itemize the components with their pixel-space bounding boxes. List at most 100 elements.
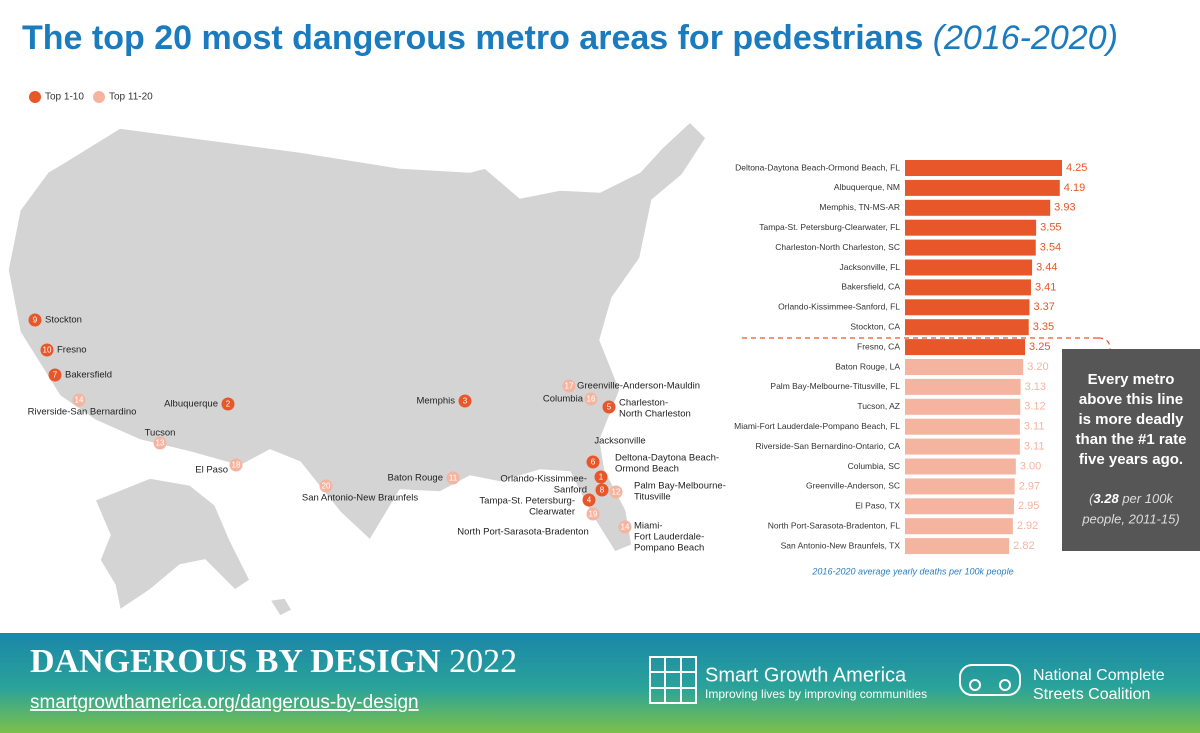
map-marker [602,400,616,414]
map-marker [618,520,632,534]
bar [905,418,1020,435]
bar [905,438,1020,455]
value-label: 4.19 [1064,182,1085,194]
map-marker-label: Ormond Beach [615,464,679,475]
map-marker-label: Sanford [554,485,587,496]
map-marker [319,479,333,493]
org1-name: Smart Growth America [705,664,907,686]
value-label: 3.20 [1027,361,1048,373]
map-marker-rank: 1 [599,473,604,482]
category-label: Orlando-Kissimmee-Sanford, FL [778,302,900,312]
map-marker [586,455,600,469]
category-label: Bakersfield, CA [841,282,900,292]
sga-icon [649,656,697,704]
map-marker-rank: 10 [43,346,52,355]
map-marker-rank: 14 [75,396,84,405]
category-label: San Antonio-New Braunfels, TX [781,540,901,550]
category-label: North Port-Sarasota-Bradenton, FL [768,520,901,530]
map-marker-label: Bakersfield [65,370,112,381]
map-marker-label: Clearwater [529,507,575,518]
map-marker-label: Albuquerque [164,399,218,410]
category-label: Stockton, CA [850,321,900,331]
map-marker-label: El Paso [195,465,228,476]
map-marker [595,483,609,497]
map-marker-label: Orlando-Kissimmee- [500,474,587,485]
map-marker [584,392,598,406]
map-marker-rank: 17 [565,382,574,391]
bar [905,160,1062,176]
sga-icon-grid [650,657,696,703]
brand-name: DANGEROUS BY DESIGN [30,643,441,680]
bar [905,319,1029,336]
map-marker [582,493,596,507]
map-marker-label: San Antonio-New Braunfels [302,493,418,504]
ncsc-icon [959,664,1021,696]
map-marker-rank: 20 [322,482,331,491]
value-label: 2.92 [1017,520,1038,532]
category-label: Charleston-North Charleston, SC [775,242,900,252]
callout-line: than the #1 rate [1076,431,1187,448]
value-label: 2.95 [1018,500,1039,512]
callout-line: Every metro [1088,371,1175,388]
map-marker-label: Baton Rouge [388,473,443,484]
category-label: Jacksonville, FL [840,262,901,272]
map-marker [609,485,623,499]
map-marker-rank: 13 [156,439,165,448]
footer-url[interactable]: smartgrowthamerica.org/dangerous-by-desi… [30,692,419,713]
bar [905,498,1014,515]
value-label: 2.97 [1019,480,1040,492]
category-label: Fresno, CA [857,341,900,351]
value-label: 3.55 [1040,222,1061,234]
map-marker-rank: 8 [600,486,605,495]
map-marker-label: Fort Lauderdale- [634,532,704,543]
category-label: Tampa-St. Petersburg-Clearwater, FL [759,222,900,232]
map-marker [48,368,62,382]
category-label: Miami-Fort Lauderdale-Pompano Beach, FL [734,421,900,431]
value-label: 2.82 [1013,540,1034,552]
bar [905,458,1016,475]
map-marker-label: Charleston- [619,398,668,409]
map-marker-label: Deltona-Daytona Beach- [615,453,719,464]
bar-chart [742,337,1200,551]
bar [905,538,1010,555]
map-marker-label: Greenville-Anderson-Mauldin [577,381,700,392]
title-years: (2016-2020) [933,19,1118,57]
map-marker-rank: 12 [612,488,621,497]
brand-year: 2022 [449,643,517,680]
map-marker-rank: 2 [226,400,231,409]
callout-line: above this line [1079,391,1183,408]
value-label: 3.37 [1033,301,1054,313]
value-label: 3.93 [1054,202,1075,214]
ncsc-wheel [969,679,981,691]
map-marker-label: Fresno [57,345,87,356]
ncsc-wheel [999,679,1011,691]
value-label: 4.25 [1066,162,1087,174]
value-label: 3.00 [1020,460,1041,472]
bar [905,259,1033,276]
bar [905,239,1036,256]
map-marker-rank: 9 [33,316,38,325]
callout-box [1062,349,1200,551]
category-label: El Paso, TX [855,501,900,511]
sga-logo [649,656,697,704]
alaska [94,477,251,612]
map-marker-label: Tampa-St. Petersburg- [479,496,575,507]
map-marker [594,470,608,484]
map-marker-label: Stockton [45,315,82,326]
category-label: Memphis, TN-MS-AR [819,202,900,212]
value-label: 3.41 [1035,281,1056,293]
map-marker [458,394,472,408]
value-label: 3.13 [1025,381,1046,393]
map-marker-rank: 14 [621,523,630,532]
title: The top 20 most dangerous metro areas fo… [22,19,1118,57]
map-marker [72,393,86,407]
bar [905,518,1013,535]
map-marker [446,471,460,485]
map-marker [28,313,42,327]
map-marker [586,507,600,521]
category-label: Baton Rouge, LA [835,361,900,371]
map-marker-label: North Charleston [619,409,691,420]
callout-line: is more deadly [1078,411,1184,428]
map-marker-label: Palm Bay-Melbourne- [634,481,726,492]
